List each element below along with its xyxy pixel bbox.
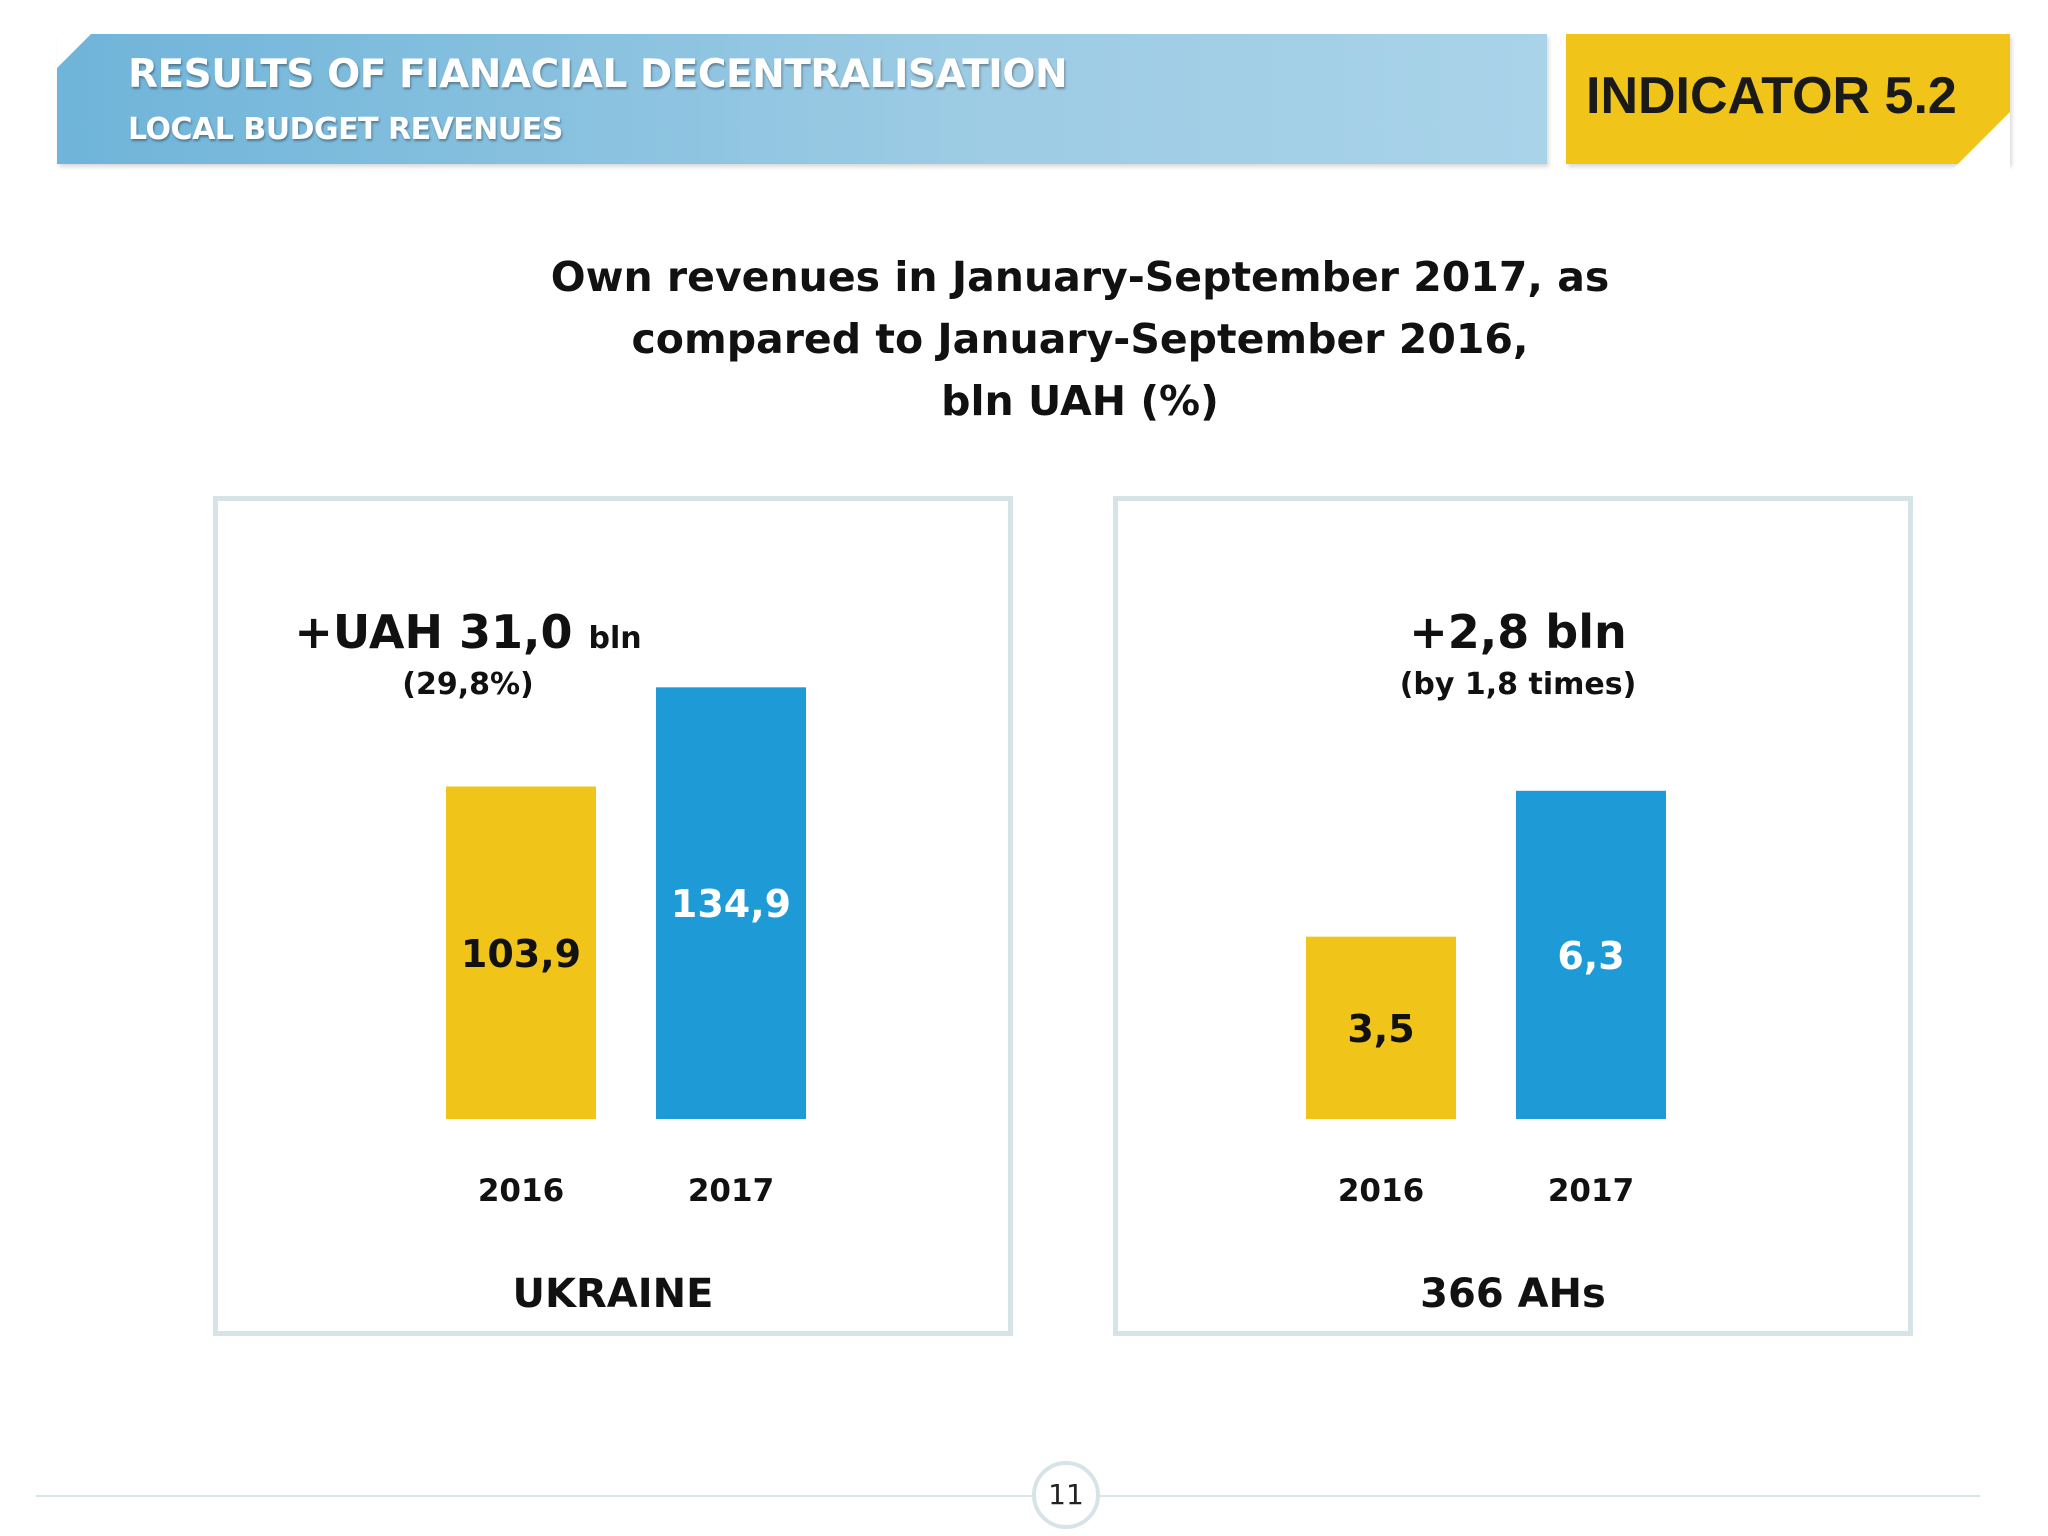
footer-divider <box>36 1495 1980 1497</box>
change-annotation-ukraine: +UAH 31,0 bln (29,8%) <box>278 605 658 702</box>
chart-title: Own revenues in January-September 2017, … <box>480 246 1680 432</box>
bar-value-label-ahs-2017: 6,3 <box>1557 934 1624 978</box>
indicator-corner-decoration <box>1952 112 2010 170</box>
change-value-ukraine: +UAH 31,0 <box>294 605 573 659</box>
bar-ahs-2017 <box>1516 790 1666 1119</box>
chart-title-line-3: bln UAH (%) <box>941 377 1219 425</box>
change-main-ukraine: +UAH 31,0 bln <box>278 605 658 659</box>
x-tick-label-ukraine-2016: 2016 <box>478 1173 564 1209</box>
bar-ahs-2016 <box>1306 936 1456 1119</box>
indicator-label: INDICATOR 5.2 <box>1586 67 1957 125</box>
bar-value-label-ukraine-2017: 134,9 <box>671 882 791 926</box>
chart-title-line-1: Own revenues in January-September 2017, … <box>550 253 1610 301</box>
chart-panel-ahs: 3,5 2016 6,3 2017 +2,8 bln (by 1,8 times) 3… <box>1113 496 1913 1336</box>
chart-title-line-2: compared to January-September 2016, <box>631 315 1529 363</box>
page-number: 11 <box>1032 1461 1100 1529</box>
change-value-ahs: +2,8 bln <box>1409 605 1627 659</box>
change-annotation-ahs: +2,8 bln (by 1,8 times) <box>1288 605 1748 702</box>
change-ratio-ahs: (by 1,8 times) <box>1399 667 1637 702</box>
chart-panel-ukraine: 103,9 2016 134,9 2017 +UAH 31,0 bln (29,8%)… <box>213 496 1013 1336</box>
change-unit-ukraine: bln <box>588 621 642 656</box>
bar-ukraine-2016 <box>446 786 596 1119</box>
x-tick-label-ahs-2016: 2016 <box>1338 1173 1424 1209</box>
x-tick-label-ahs-2017: 2017 <box>1548 1173 1634 1209</box>
bar-chart-ahs: 3,5 2016 6,3 2017 <box>1306 790 1666 1209</box>
bar-ukraine-2017 <box>656 687 806 1119</box>
header-title: RESULTS OF FIANACIAL DECENTRALISATION <box>128 52 1068 97</box>
header-band <box>57 34 1547 164</box>
panel-label-ahs: 366 AHs <box>1420 1271 1606 1317</box>
bar-chart-ukraine: 103,9 2016 134,9 2017 <box>446 687 806 1209</box>
x-tick-label-ukraine-2017: 2017 <box>688 1173 774 1209</box>
panel-label-ukraine: UKRAINE <box>512 1271 714 1317</box>
bar-value-label-ukraine-2016: 103,9 <box>461 932 581 976</box>
change-percent-ukraine: (29,8%) <box>402 667 534 702</box>
change-main-ahs: +2,8 bln <box>1288 605 1748 659</box>
header-subtitle: LOCAL BUDGET REVENUES <box>128 112 563 147</box>
indicator-box <box>1566 34 2010 164</box>
bar-value-label-ahs-2016: 3,5 <box>1347 1007 1414 1051</box>
